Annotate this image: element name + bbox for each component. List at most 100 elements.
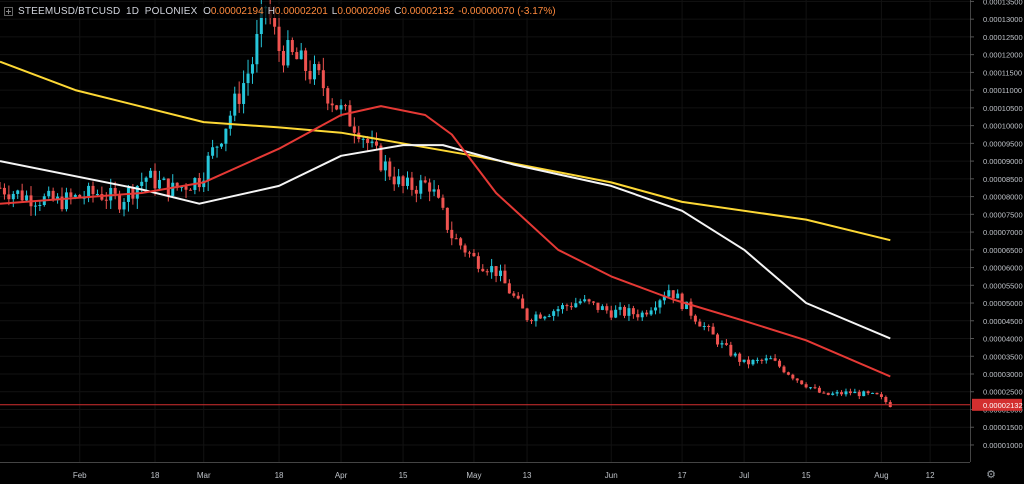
candles <box>0 0 892 408</box>
candle-body <box>534 314 538 322</box>
candle-body <box>184 186 188 190</box>
candle-body <box>175 182 179 188</box>
candle-body <box>95 194 99 196</box>
candle-body <box>246 73 250 84</box>
candle-body <box>738 353 742 362</box>
candle-body <box>875 392 879 395</box>
candle-body <box>153 170 157 189</box>
candle-body <box>512 293 516 296</box>
candle-body <box>671 290 675 299</box>
candle-body <box>370 141 374 143</box>
candle-body <box>144 177 148 182</box>
candle-body <box>822 392 826 394</box>
candle-body <box>392 176 396 185</box>
candle-body <box>419 180 423 194</box>
candle-body <box>379 145 383 171</box>
x-tick-label: Apr <box>335 471 348 480</box>
candle-body <box>835 392 839 394</box>
y-tick-label: 0.00011500 <box>983 68 1022 77</box>
candle-body <box>791 374 795 379</box>
candle-body <box>733 353 737 356</box>
candle-body <box>135 185 139 199</box>
candle-body <box>286 40 290 66</box>
y-tick-label: 0.00002500 <box>983 388 1023 397</box>
candle-body <box>782 366 786 373</box>
candle-body <box>614 309 618 318</box>
candle-body <box>308 70 312 80</box>
ma-mid-line <box>0 144 891 340</box>
candle-body <box>414 189 418 194</box>
y-tick-label: 0.00006000 <box>983 264 1023 273</box>
candle-body <box>91 185 95 195</box>
candle-body <box>290 40 294 53</box>
y-tick-label: 0.00013000 <box>983 15 1023 24</box>
candle-body <box>242 83 246 104</box>
x-tick-label: Feb <box>73 471 87 480</box>
candle-body <box>0 187 2 189</box>
high-value: 0.00002201 <box>274 5 328 17</box>
candle-body <box>339 105 343 110</box>
interval[interactable]: 1D <box>126 5 140 17</box>
candle-body <box>277 26 281 52</box>
candle-body <box>366 138 370 143</box>
y-tick-label: 0.00004500 <box>983 317 1023 326</box>
candle-body <box>157 179 161 189</box>
candle-body <box>698 321 702 327</box>
candle-body <box>565 305 569 307</box>
symbol-name[interactable]: STEEMUSD/BTCUSD <box>18 5 121 17</box>
close-value: 0.00002132 <box>401 5 455 17</box>
candle-body <box>454 238 458 240</box>
candle-body <box>273 17 277 27</box>
x-tick-label: 17 <box>678 471 687 480</box>
candle-body <box>47 190 51 197</box>
gear-icon[interactable]: ⚙ <box>986 468 996 481</box>
candle-body <box>326 88 330 104</box>
candle-body <box>321 70 325 89</box>
candle-body <box>73 194 77 197</box>
candle-body <box>747 359 751 365</box>
change-value: -0.00000070 (-3.17%) <box>458 5 556 17</box>
candle-body <box>215 146 219 148</box>
candle-body <box>228 115 232 129</box>
y-tick-label: 0.00013500 <box>983 0 1023 6</box>
candle-body <box>330 103 334 106</box>
candle-body <box>299 50 303 60</box>
candle-body <box>374 141 378 146</box>
candle-body <box>423 180 427 183</box>
candle-body <box>751 360 755 365</box>
candle-body <box>463 245 467 253</box>
candle-body <box>188 189 192 191</box>
candle-body <box>401 176 405 186</box>
candle-body <box>490 266 494 273</box>
candle-body <box>11 193 15 200</box>
candle-body <box>335 105 339 110</box>
candle-body <box>64 192 68 210</box>
candle-body <box>800 380 804 385</box>
candle-body <box>507 283 511 294</box>
candle-body <box>219 143 223 147</box>
candle-body <box>862 391 866 397</box>
candle-body <box>166 178 170 196</box>
x-tick-label: 15 <box>399 471 408 480</box>
collapse-icon[interactable] <box>4 6 13 16</box>
candle-body <box>879 394 883 397</box>
candle-body <box>640 312 644 318</box>
candle-body <box>206 155 210 181</box>
candle-body <box>51 190 55 201</box>
candle-body <box>224 128 228 144</box>
candle-body <box>702 326 706 328</box>
y-tick-label: 0.00005000 <box>983 299 1023 308</box>
candle-body <box>600 306 604 310</box>
candle-body <box>410 177 414 190</box>
candle-body <box>405 177 409 186</box>
candle-body <box>804 384 808 388</box>
candle-body <box>844 391 848 395</box>
candle-body <box>162 178 166 180</box>
exchange: POLONIEX <box>144 5 198 17</box>
candle-body <box>547 315 551 317</box>
candle-body <box>525 308 529 321</box>
candle-body <box>631 308 635 315</box>
candle-body <box>764 358 768 361</box>
last-price-marker: 0.00002132 <box>0 398 1023 411</box>
